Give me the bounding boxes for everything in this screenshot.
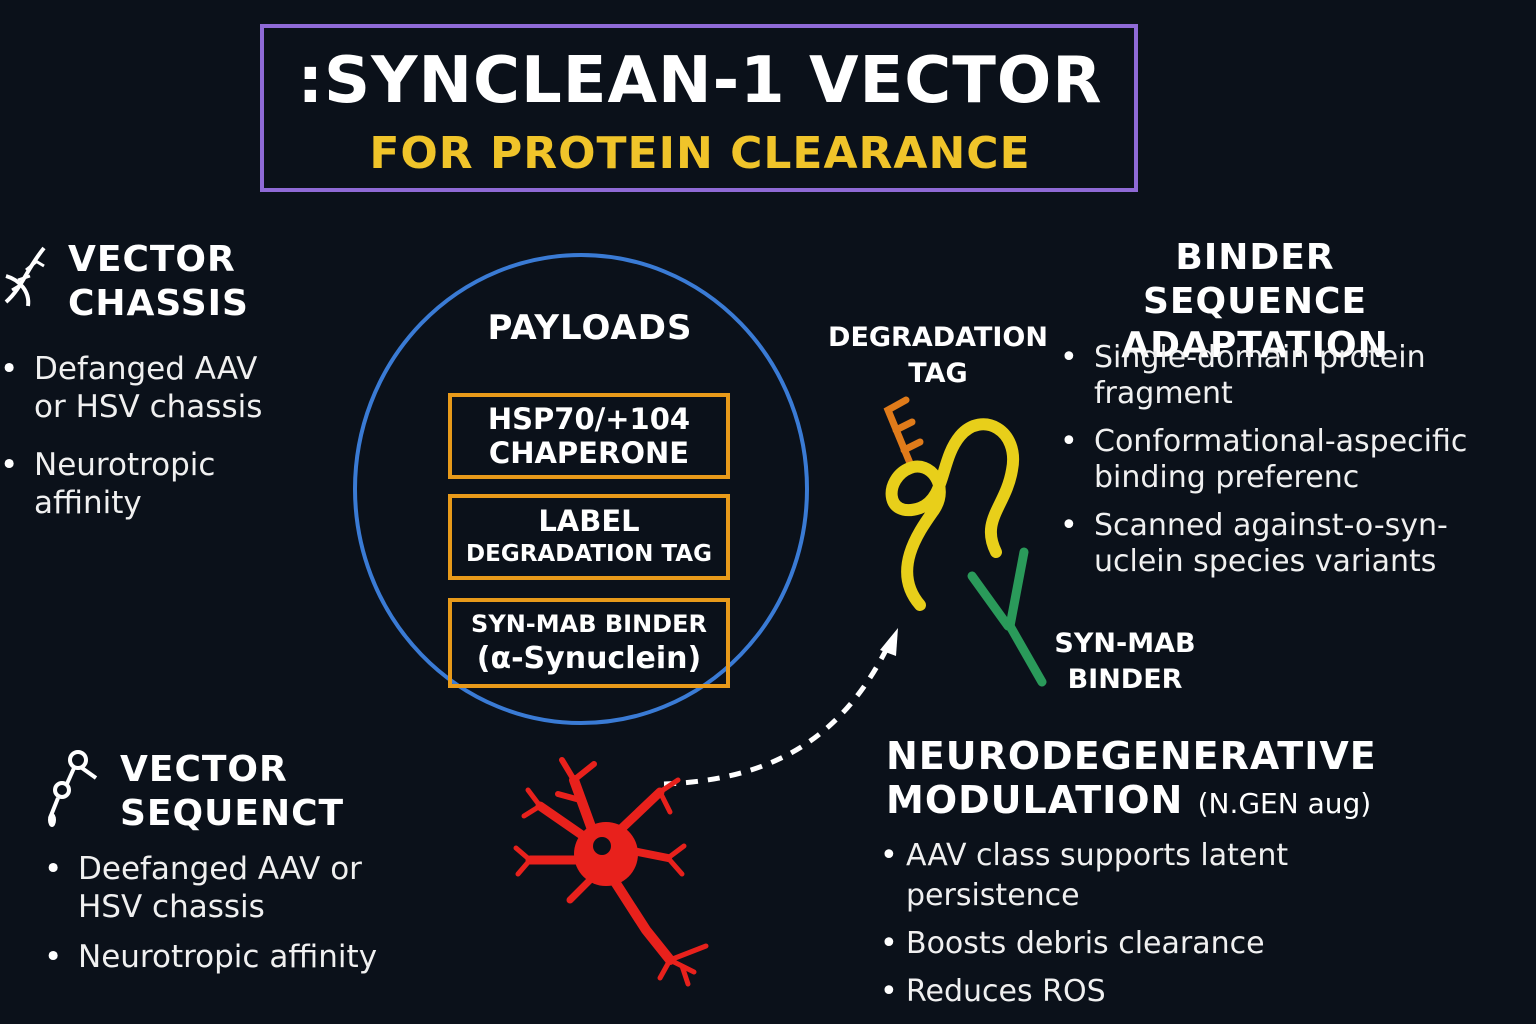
degradation-tag-label: DEGRADATION TAG [828, 322, 1048, 389]
payload-degradation-tag: LABEL DEGRADATION TAG [448, 494, 730, 580]
neuro-modulation-heading: NEURODEGENERATIVE MODULATION (N.GEN aug) [886, 734, 1377, 822]
dashed-arrow [663, 628, 898, 787]
molecule-icon [44, 748, 104, 828]
payload-syn-mab-binder: SYN-MAB BINDER (α-Synuclein) [448, 598, 730, 688]
list-item: Boosts debris clearance [880, 924, 1440, 964]
list-item: Conformational-aspecific binding prefere… [1060, 424, 1480, 496]
payload-chaperone: HSP70/+104 CHAPERONE [448, 393, 730, 479]
protein-chain [885, 418, 1020, 611]
list-item: Neurotropic affinity [0, 446, 290, 522]
list-item: Scanned against-o-syn-uclein species var… [1060, 508, 1480, 580]
list-item: Deefanged AAV or HSV chassis [44, 850, 424, 926]
dna-icon [0, 240, 52, 310]
syn-mab-binder-label: SYN-MAB BINDER [1054, 628, 1196, 695]
payload-circle [353, 253, 809, 725]
page-subtitle: FOR PROTEIN CLEARANCE [369, 128, 1031, 179]
vector-chassis-list: Defanged AAV or HSV chassis Neurotropic … [0, 350, 290, 522]
list-item: Neurotropic affinity [44, 938, 424, 976]
list-item: Reduces ROS [880, 972, 1440, 1012]
degradation-tag-shape [883, 396, 924, 472]
neuro-modulation-list: AAV class supports latent persistence Bo… [880, 836, 1440, 1012]
protein-chain-diagram [883, 396, 1047, 687]
vector-sequence-list: Deefanged AAV or HSV chassis Neurotropic… [44, 850, 424, 976]
neuron-icon [513, 757, 709, 987]
binder-adaptation-list: Single-domain protein fragment Conformat… [1060, 340, 1480, 580]
vector-chassis-heading: VECTOR CHASSIS [68, 239, 249, 324]
list-item: AAV class supports latent persistence [880, 836, 1440, 916]
list-item: Defanged AAV or HSV chassis [0, 350, 290, 426]
list-item: Single-domain protein fragment [1060, 340, 1480, 412]
title-box [260, 24, 1138, 192]
antibody-shape [967, 547, 1047, 687]
payloads-heading: PAYLOADS [487, 308, 693, 348]
vector-sequence-heading: VECTOR SEQUENCT [120, 749, 345, 834]
page-title: :SYNCLEAN-1 VECTOR [297, 44, 1103, 118]
